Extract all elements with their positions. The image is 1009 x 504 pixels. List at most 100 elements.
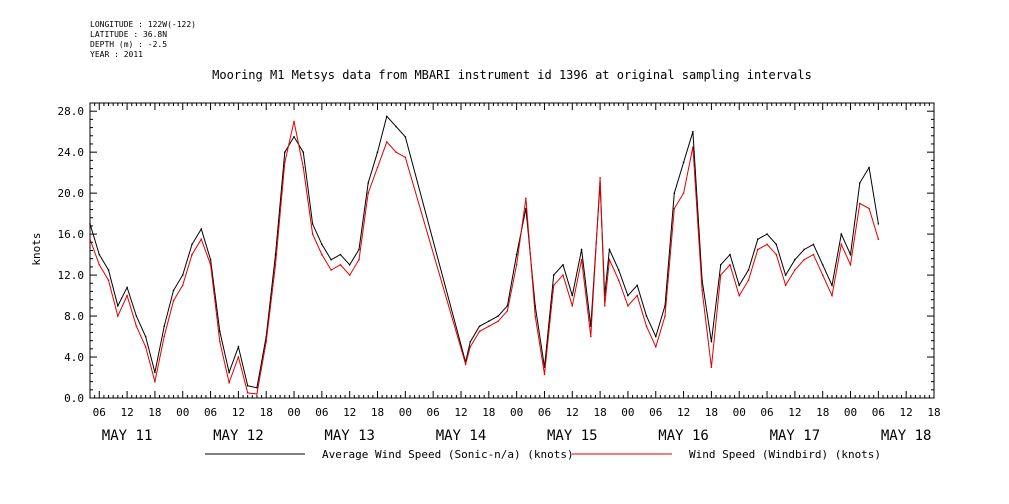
plot-series <box>89 115 880 395</box>
data-point <box>868 207 870 210</box>
data-point <box>784 274 787 276</box>
x-tick-label: 12 <box>677 406 690 419</box>
data-point <box>682 161 685 164</box>
x-tick-label: 12 <box>900 406 913 419</box>
data-point <box>376 151 379 153</box>
x-day-label: MAY 13 <box>324 428 375 444</box>
x-tick-label: 00 <box>399 406 412 419</box>
data-point <box>191 253 193 256</box>
data-point <box>107 279 110 282</box>
x-tick-label: 06 <box>93 406 106 419</box>
data-point <box>812 243 815 246</box>
data-point <box>525 197 527 200</box>
data-point <box>302 166 305 169</box>
y-tick-label: 28.0 <box>58 105 85 118</box>
data-point <box>283 161 286 164</box>
data-point <box>348 274 351 276</box>
data-point <box>599 176 601 179</box>
plot-frame <box>89 102 935 399</box>
data-point <box>821 264 824 266</box>
x-day-label: MAY 11 <box>102 428 153 444</box>
data-point <box>89 238 91 241</box>
data-point <box>256 386 258 389</box>
data-point <box>859 202 861 205</box>
location-metadata: LONGITUDE : 122W(-122) LATITUDE : 36.8N … <box>90 20 196 60</box>
data-point <box>821 274 824 276</box>
data-point <box>738 294 741 297</box>
x-day-label: MAY 12 <box>213 428 264 444</box>
data-point <box>562 264 564 266</box>
data-point <box>339 253 342 256</box>
x-tick-label: 18 <box>705 406 718 419</box>
x-tick-label: 00 <box>844 406 857 419</box>
data-point <box>302 151 305 153</box>
data-point <box>654 335 657 338</box>
x-tick-label: 12 <box>454 406 467 419</box>
data-point <box>729 264 731 266</box>
data-point <box>283 151 286 153</box>
data-point <box>98 253 101 256</box>
latitude-text: LATITUDE : 36.8N <box>90 30 168 39</box>
y-tick-label: 0.0 <box>64 392 84 405</box>
data-point <box>654 345 657 348</box>
data-point <box>664 315 666 317</box>
data-point <box>775 253 778 256</box>
data-point <box>367 192 370 194</box>
data-point <box>515 253 518 256</box>
data-point <box>515 264 518 266</box>
chart-title: Mooring M1 Metsys data from MBARI instru… <box>212 68 812 82</box>
data-point <box>135 315 138 317</box>
data-point <box>98 264 101 266</box>
data-point <box>719 264 722 266</box>
data-point <box>163 325 165 328</box>
data-point <box>534 315 536 317</box>
data-point <box>877 238 880 241</box>
data-point <box>590 335 592 338</box>
data-point <box>395 125 397 128</box>
legend-label: Wind Speed (Windbird) (knots) <box>689 448 881 461</box>
data-point <box>126 294 128 297</box>
data-point <box>692 146 694 148</box>
x-tick-label: 12 <box>120 406 133 419</box>
y-tick-label: 12.0 <box>58 269 85 282</box>
x-tick-label: 18 <box>593 406 606 419</box>
data-point <box>868 166 870 169</box>
data-point <box>756 248 759 251</box>
data-point <box>571 294 574 297</box>
x-tick-label: 00 <box>287 406 300 419</box>
data-point <box>840 233 843 235</box>
data-point <box>831 294 833 297</box>
data-point <box>385 141 388 143</box>
data-point <box>506 305 509 307</box>
data-point <box>747 279 750 282</box>
data-point <box>172 289 175 292</box>
x-tick-label: 18 <box>482 406 495 419</box>
data-point <box>719 274 722 276</box>
data-point <box>163 335 165 338</box>
legend: Average Wind Speed (Sonic-n/a) (knots) Wi… <box>205 448 881 461</box>
x-day-label: MAY 15 <box>547 428 598 444</box>
data-point <box>237 356 240 358</box>
data-point <box>775 243 778 246</box>
data-point <box>552 284 555 287</box>
data-point <box>710 366 713 369</box>
data-point <box>627 305 629 307</box>
x-tick-label: 06 <box>315 406 328 419</box>
data-point <box>784 284 787 287</box>
data-point <box>339 264 342 266</box>
data-point <box>358 248 360 251</box>
data-point <box>330 258 332 261</box>
axis-ticks: 06 12 18 00 06 12 18 00 06 12 18 00 06 12 18 00 06 12 18 00… <box>58 102 941 444</box>
data-point <box>135 325 138 328</box>
data-point <box>321 253 323 256</box>
data-point <box>246 392 249 394</box>
data-point <box>673 207 676 210</box>
data-point <box>181 274 184 276</box>
data-point <box>89 223 91 225</box>
x-day-label: MAY 14 <box>436 428 487 444</box>
x-tick-label: 06 <box>538 406 551 419</box>
data-point <box>367 182 370 184</box>
x-tick-label: 18 <box>260 406 273 419</box>
x-tick-label: 12 <box>566 406 579 419</box>
